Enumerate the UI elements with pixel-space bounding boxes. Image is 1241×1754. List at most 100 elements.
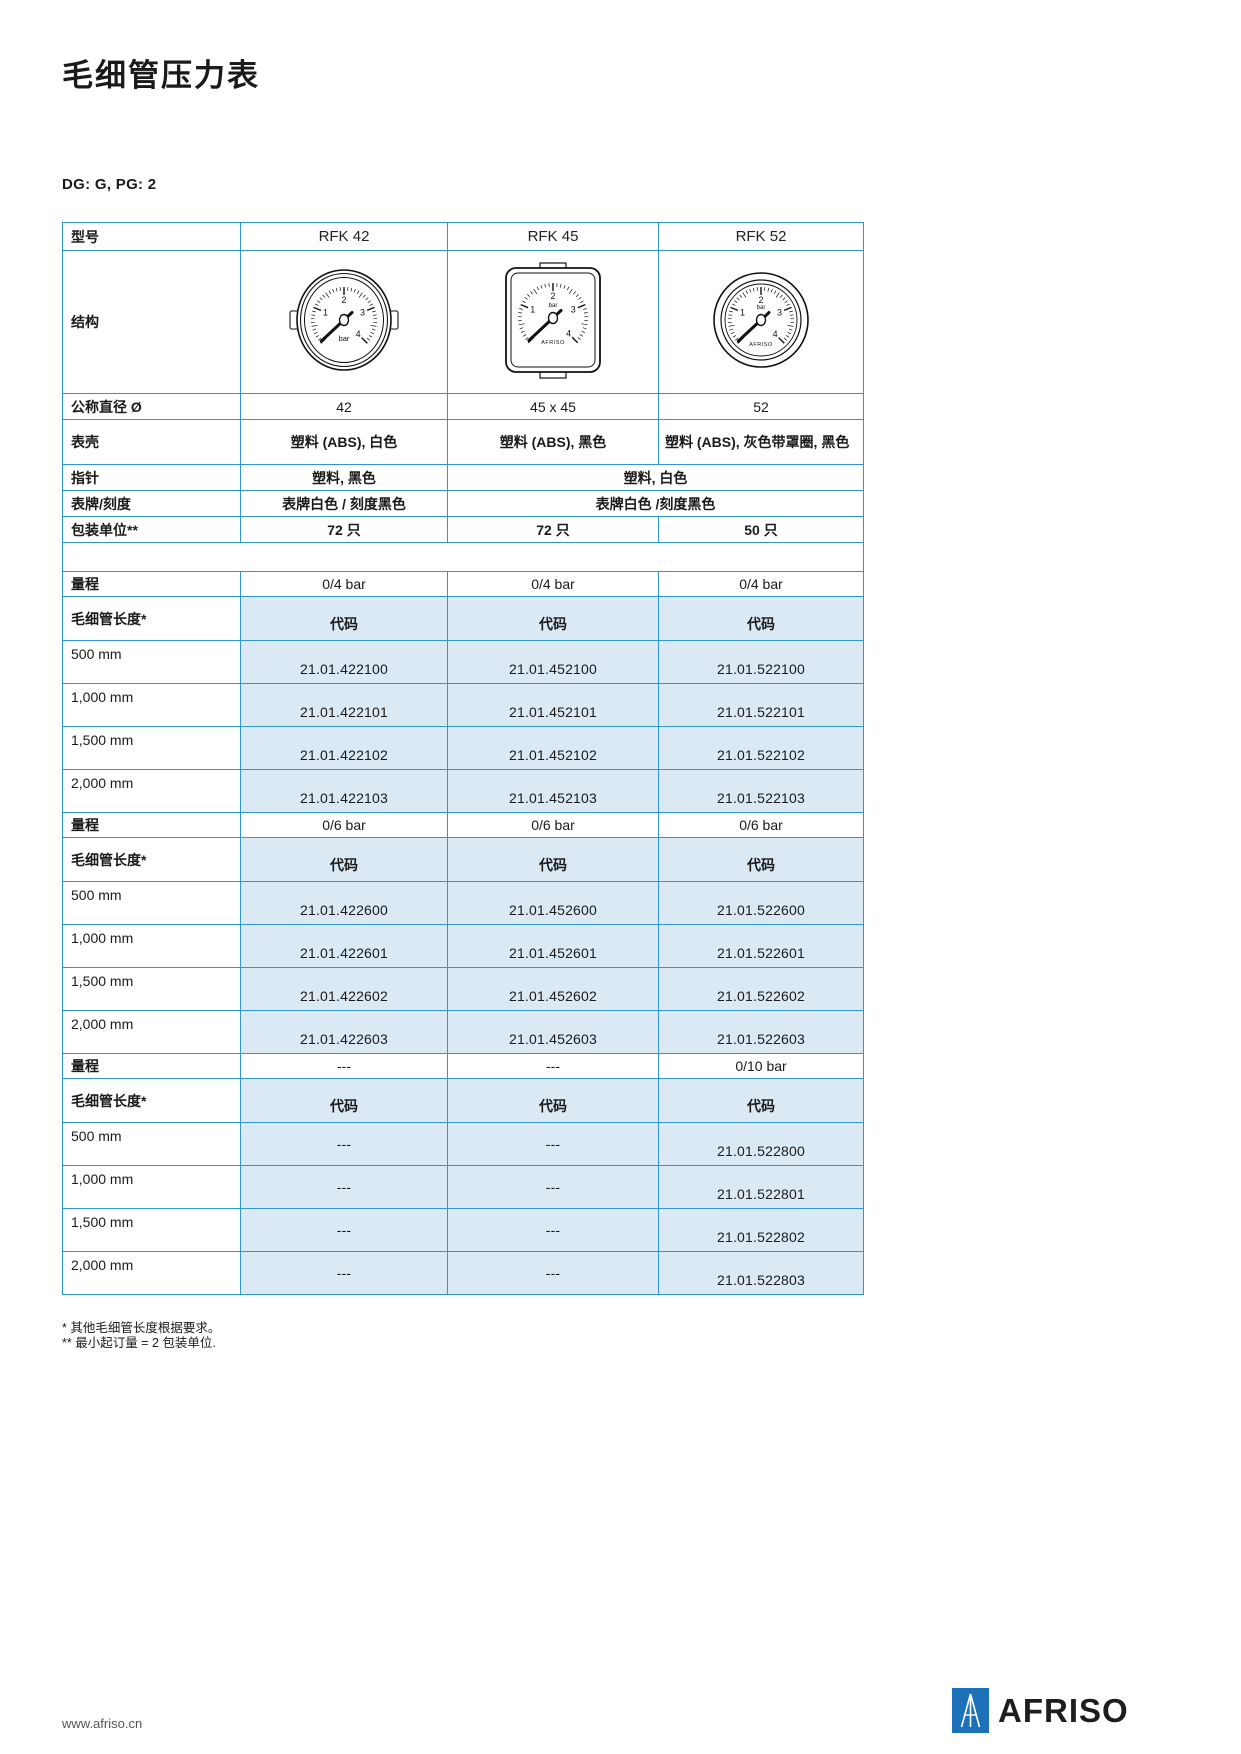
spec-value: 72 只	[240, 516, 448, 543]
code-header: 代码	[240, 596, 448, 641]
gauge-dial-number: 4	[773, 329, 778, 339]
pressure-gauge-drawing: 1 2 3 4 bar AFRISO	[505, 261, 601, 379]
range-label: 量程	[62, 812, 241, 838]
gauge-dial-number: 1	[740, 307, 745, 317]
gauge-image-rfk-42: 1 2 3 4 bar	[240, 250, 448, 394]
order-code-cell: ---	[240, 1208, 448, 1252]
spec-value: 72 只	[447, 516, 659, 543]
order-code-cell: 21.01.452600	[447, 881, 659, 925]
code-header: 代码	[240, 837, 448, 882]
order-code-cell: 21.01.522603	[658, 1010, 864, 1054]
spec-value: 塑料 (ABS), 灰色带罩圈, 黑色	[658, 419, 864, 465]
length-label: 500 mm	[62, 1122, 241, 1166]
order-code-cell: 21.01.422603	[240, 1010, 448, 1054]
footer-url: www.afriso.cn	[62, 1716, 143, 1731]
footnote-asterisk: * 其他毛细管长度根据要求。	[62, 1321, 221, 1335]
order-code-cell: 21.01.422600	[240, 881, 448, 925]
length-label: 1,000 mm	[62, 924, 241, 968]
code-header: 代码	[447, 837, 659, 882]
capillary-length-label: 毛细管长度*	[62, 837, 241, 882]
order-code-cell: 21.01.522803	[658, 1251, 864, 1295]
order-code-cell: 21.01.522602	[658, 967, 864, 1011]
length-label: 1,000 mm	[62, 683, 241, 727]
order-code-cell: 21.01.452603	[447, 1010, 659, 1054]
order-code-cell: 21.01.422102	[240, 726, 448, 770]
code-header: 代码	[447, 596, 659, 641]
range-value: ---	[447, 1053, 659, 1079]
order-code-cell: 21.01.522100	[658, 640, 864, 684]
gauge-dial-number: 4	[356, 329, 361, 339]
order-code-cell: ---	[240, 1122, 448, 1166]
gauge-dial-number: 1	[530, 304, 535, 314]
gauge-pivot	[338, 313, 350, 326]
range-label: 量程	[62, 571, 241, 597]
model-header-rfk-42: RFK 42	[240, 222, 448, 251]
gauge-brand-label: AFRISO	[541, 340, 565, 346]
order-code-cell: ---	[447, 1122, 659, 1166]
order-code-cell: 21.01.422100	[240, 640, 448, 684]
order-code-cell: 21.01.522601	[658, 924, 864, 968]
product-table: 型号 RFK 42 RFK 45 RFK 52 结构 1 2 3 4 bar 1 2 3 4 bar AFRI…	[62, 222, 864, 1295]
gauge-dial-number: 2	[550, 291, 555, 301]
capillary-length-label: 毛细管长度*	[62, 596, 241, 641]
order-code-cell: ---	[447, 1251, 659, 1295]
code-header: 代码	[658, 1078, 864, 1123]
gauge-unit-label: bar	[339, 334, 350, 343]
length-label: 2,000 mm	[62, 1010, 241, 1054]
gauge-dial-number: 2	[758, 295, 763, 305]
range-label: 量程	[62, 1053, 241, 1079]
length-label: 500 mm	[62, 881, 241, 925]
spec-value: 50 只	[658, 516, 864, 543]
spec-value: 表牌白色 /刻度黑色	[447, 490, 864, 517]
order-code-cell: ---	[447, 1165, 659, 1209]
spec-label: 包装单位**	[62, 516, 241, 543]
order-code-cell: 21.01.422601	[240, 924, 448, 968]
length-label: 1,500 mm	[62, 1208, 241, 1252]
order-code-cell: 21.01.452602	[447, 967, 659, 1011]
range-value: 0/6 bar	[658, 812, 864, 838]
length-label: 2,000 mm	[62, 769, 241, 813]
order-code-cell: 21.01.522102	[658, 726, 864, 770]
code-header: 代码	[658, 837, 864, 882]
range-value: 0/4 bar	[447, 571, 659, 597]
order-code-cell: 21.01.452101	[447, 683, 659, 727]
code-header: 代码	[240, 1078, 448, 1123]
afriso-logo: AFRISO	[952, 1688, 1129, 1733]
order-code-cell: 21.01.452103	[447, 769, 659, 813]
length-label: 500 mm	[62, 640, 241, 684]
spec-value: 塑料, 黑色	[240, 464, 448, 491]
gauge-image-rfk-52: 1 2 3 4 bar AFRISO	[658, 250, 864, 394]
afriso-logo-mark	[952, 1688, 989, 1733]
gauge-brand-label: AFRISO	[749, 342, 773, 348]
code-header: 代码	[447, 1078, 659, 1123]
order-code-cell: 21.01.452102	[447, 726, 659, 770]
order-code-cell: ---	[240, 1251, 448, 1295]
order-code-cell: 21.01.522801	[658, 1165, 864, 1209]
gauge-image-rfk-45: 1 2 3 4 bar AFRISO	[447, 250, 659, 394]
length-label: 1,500 mm	[62, 967, 241, 1011]
model-header-rfk-52: RFK 52	[658, 222, 864, 251]
spec-value: 塑料, 白色	[447, 464, 864, 491]
spec-value: 塑料 (ABS), 黑色	[447, 419, 659, 465]
range-value: 0/4 bar	[240, 571, 448, 597]
order-code-cell: ---	[240, 1165, 448, 1209]
gauge-dial-number: 2	[341, 295, 346, 305]
spec-value: 45 x 45	[447, 393, 659, 420]
spec-value: 52	[658, 393, 864, 420]
length-label: 1,500 mm	[62, 726, 241, 770]
length-label: 1,000 mm	[62, 1165, 241, 1209]
gauge-pivot	[755, 313, 767, 326]
order-code-cell: 21.01.522802	[658, 1208, 864, 1252]
gauge-dial-number: 3	[360, 307, 365, 317]
gauge-dial-number: 4	[566, 328, 571, 338]
gauge-unit-label: bar	[549, 303, 558, 309]
spec-label: 公称直径 Ø	[62, 393, 241, 420]
spec-label-model: 型号	[62, 222, 241, 251]
spec-label: 指针	[62, 464, 241, 491]
pressure-gauge-drawing: 1 2 3 4 bar	[289, 268, 399, 371]
code-header: 代码	[658, 596, 864, 641]
order-code-cell: 21.01.522101	[658, 683, 864, 727]
order-code-cell: 21.01.422602	[240, 967, 448, 1011]
order-code-cell: 21.01.452100	[447, 640, 659, 684]
